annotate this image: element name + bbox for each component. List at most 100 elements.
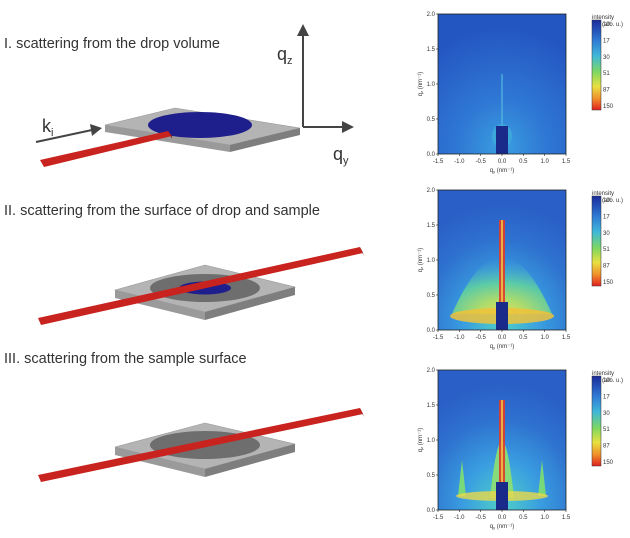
x-tick-label: 0.5 bbox=[519, 515, 528, 521]
detector-panel-2-graphic: -1.5 -1.0 -0.5 0.0 0.5 1.0 1.5 0.0 0.5 1.0 1.5 2.0 q… bbox=[418, 188, 623, 350]
x-tick-label: 1.0 bbox=[540, 515, 549, 521]
x-tick-label: 0.0 bbox=[498, 335, 507, 341]
colorbar-tick-label: 87 bbox=[603, 88, 610, 94]
colorbar-tick-label: 10 bbox=[603, 378, 610, 384]
colorbar-tick-label: 150 bbox=[603, 460, 614, 466]
colorbar-unit: (arb. u.) bbox=[602, 198, 623, 204]
detector-panel-3: -1.5 -1.0 -0.5 0.0 0.5 1.0 1.5 0.0 0.5 1.0 1.5 2.0 q… bbox=[398, 360, 630, 532]
x-ray-beam bbox=[38, 247, 363, 325]
y-tick-label: 1.5 bbox=[427, 403, 436, 409]
colorbar-tick-label: 17 bbox=[603, 394, 610, 400]
x-axis-label: qy (nm⁻¹) bbox=[490, 168, 515, 174]
colorbar-tick-label: 87 bbox=[603, 264, 610, 270]
substrate-side bbox=[230, 128, 300, 152]
colorbar-title: intensity bbox=[592, 15, 614, 21]
y-axis-label: qz (nm⁻¹) bbox=[418, 248, 424, 273]
y-tick-label: 2.0 bbox=[427, 188, 436, 194]
colorbar-tick-label: 10 bbox=[603, 22, 610, 28]
x-tick-label: 1.5 bbox=[562, 515, 571, 521]
x-tick-label: -1.5 bbox=[433, 159, 444, 165]
x-axis-label: qy (nm⁻¹) bbox=[490, 524, 515, 530]
x-ray-beam bbox=[40, 131, 172, 167]
colorbar-title: intensity bbox=[592, 191, 614, 197]
x-tick-label: -0.5 bbox=[475, 515, 486, 521]
x-axis-label: qy (nm⁻¹) bbox=[490, 344, 515, 350]
y-tick-label: 0.5 bbox=[427, 293, 436, 299]
detector-panel-3-graphic: -1.5 -1.0 -0.5 0.0 0.5 1.0 1.5 0.0 0.5 1.0 1.5 2.0 q… bbox=[418, 368, 623, 530]
colorbar bbox=[591, 195, 602, 287]
x-tick-label: 0.0 bbox=[498, 159, 507, 165]
x-tick-label: -1.5 bbox=[433, 335, 444, 341]
x-tick-label: -1.5 bbox=[433, 515, 444, 521]
colorbar-tick-label: 30 bbox=[603, 55, 610, 61]
scene-drop-volume-graphic: qz qy ki bbox=[35, 24, 354, 167]
y-tick-label: 1.5 bbox=[427, 223, 436, 229]
beamstop bbox=[496, 482, 508, 510]
scene-drop-volume: I. scattering from the drop volume qz qy bbox=[0, 0, 395, 180]
colorbar bbox=[591, 19, 602, 111]
x-tick-label: 0.0 bbox=[498, 515, 507, 521]
x-tick-label: 0.5 bbox=[519, 159, 528, 165]
x-tick-label: 1.0 bbox=[540, 335, 549, 341]
x-tick-label: 1.0 bbox=[540, 159, 549, 165]
drop bbox=[148, 112, 252, 138]
y-tick-label: 0.5 bbox=[427, 473, 436, 479]
scene-sample-surface-graphic bbox=[38, 408, 364, 482]
y-axis-label: qz (nm⁻¹) bbox=[418, 72, 424, 97]
colorbar-tick-label: 87 bbox=[603, 444, 610, 450]
beamstop bbox=[496, 126, 508, 154]
x-tick-label: -0.5 bbox=[475, 335, 486, 341]
colorbar-tick-label: 30 bbox=[603, 411, 610, 417]
colorbar-tick-label: 51 bbox=[603, 427, 610, 433]
y-tick-label: 0.0 bbox=[427, 328, 436, 334]
colorbar-title: intensity bbox=[592, 371, 614, 377]
x-tick-label: -1.0 bbox=[454, 335, 465, 341]
scene-drop-and-sample-graphic bbox=[38, 247, 364, 325]
y-tick-label: 2.0 bbox=[427, 12, 436, 18]
axes-diagram: qz qy bbox=[277, 24, 354, 167]
ki-label: ki bbox=[42, 116, 53, 139]
scene-caption: I. scattering from the drop volume bbox=[4, 36, 220, 52]
y-tick-label: 0.0 bbox=[427, 152, 436, 158]
scene-caption: III. scattering from the sample surface bbox=[4, 351, 247, 367]
y-tick-label: 0.0 bbox=[427, 508, 436, 514]
colorbar bbox=[591, 375, 602, 467]
colorbar-tick-label: 150 bbox=[603, 280, 614, 286]
scene-drop-and-sample-surface: II. scattering from the surface of drop … bbox=[0, 180, 395, 355]
scene-caption: II. scattering from the surface of drop … bbox=[4, 203, 320, 219]
colorbar-tick-label: 17 bbox=[603, 38, 610, 44]
x-tick-label: 0.5 bbox=[519, 335, 528, 341]
qy-label: qy bbox=[333, 144, 349, 167]
colorbar-unit: (arb. u.) bbox=[602, 378, 623, 384]
y-axis-label: qz (nm⁻¹) bbox=[418, 428, 424, 453]
x-tick-label: -1.0 bbox=[454, 515, 465, 521]
y-tick-label: 1.0 bbox=[427, 438, 436, 444]
y-tick-label: 1.0 bbox=[427, 258, 436, 264]
colorbar-unit: (arb. u.) bbox=[602, 22, 623, 28]
substrate-side bbox=[205, 444, 295, 477]
y-tick-label: 1.5 bbox=[427, 47, 436, 53]
x-tick-label: 1.5 bbox=[562, 159, 571, 165]
detector-panel-2: -1.5 -1.0 -0.5 0.0 0.5 1.0 1.5 0.0 0.5 1.0 1.5 2.0 q… bbox=[398, 180, 630, 352]
x-tick-label: -0.5 bbox=[475, 159, 486, 165]
colorbar-tick-label: 150 bbox=[603, 104, 614, 110]
scene-sample-surface: III. scattering from the sample surface bbox=[0, 351, 395, 538]
x-tick-label: -1.0 bbox=[454, 159, 465, 165]
x-ray-beam bbox=[38, 408, 363, 482]
y-tick-label: 2.0 bbox=[427, 368, 436, 374]
x-tick-label: 1.5 bbox=[562, 335, 571, 341]
substrate-front bbox=[105, 125, 230, 152]
y-tick-label: 1.0 bbox=[427, 82, 436, 88]
colorbar-tick-label: 17 bbox=[603, 214, 610, 220]
colorbar-tick-label: 51 bbox=[603, 247, 610, 253]
schematic-column: I. scattering from the drop volume qz qy bbox=[0, 0, 395, 538]
detector-panel-1-graphic: -1.5 -1.0 -0.5 0.0 0.5 1.0 1.5 0.0 0.5 1.0 1.5 2.0 q… bbox=[418, 12, 623, 174]
colorbar-tick-label: 30 bbox=[603, 231, 610, 237]
substrate-side bbox=[205, 287, 295, 320]
detector-panel-1: -1.5 -1.0 -0.5 0.0 0.5 1.0 1.5 0.0 0.5 1.0 1.5 2.0 q… bbox=[398, 4, 630, 176]
colorbar-tick-label: 10 bbox=[603, 198, 610, 204]
colorbar-tick-label: 51 bbox=[603, 71, 610, 77]
y-tick-label: 0.5 bbox=[427, 117, 436, 123]
qz-label: qz bbox=[277, 44, 293, 67]
incident-wavevector: ki bbox=[35, 116, 102, 143]
